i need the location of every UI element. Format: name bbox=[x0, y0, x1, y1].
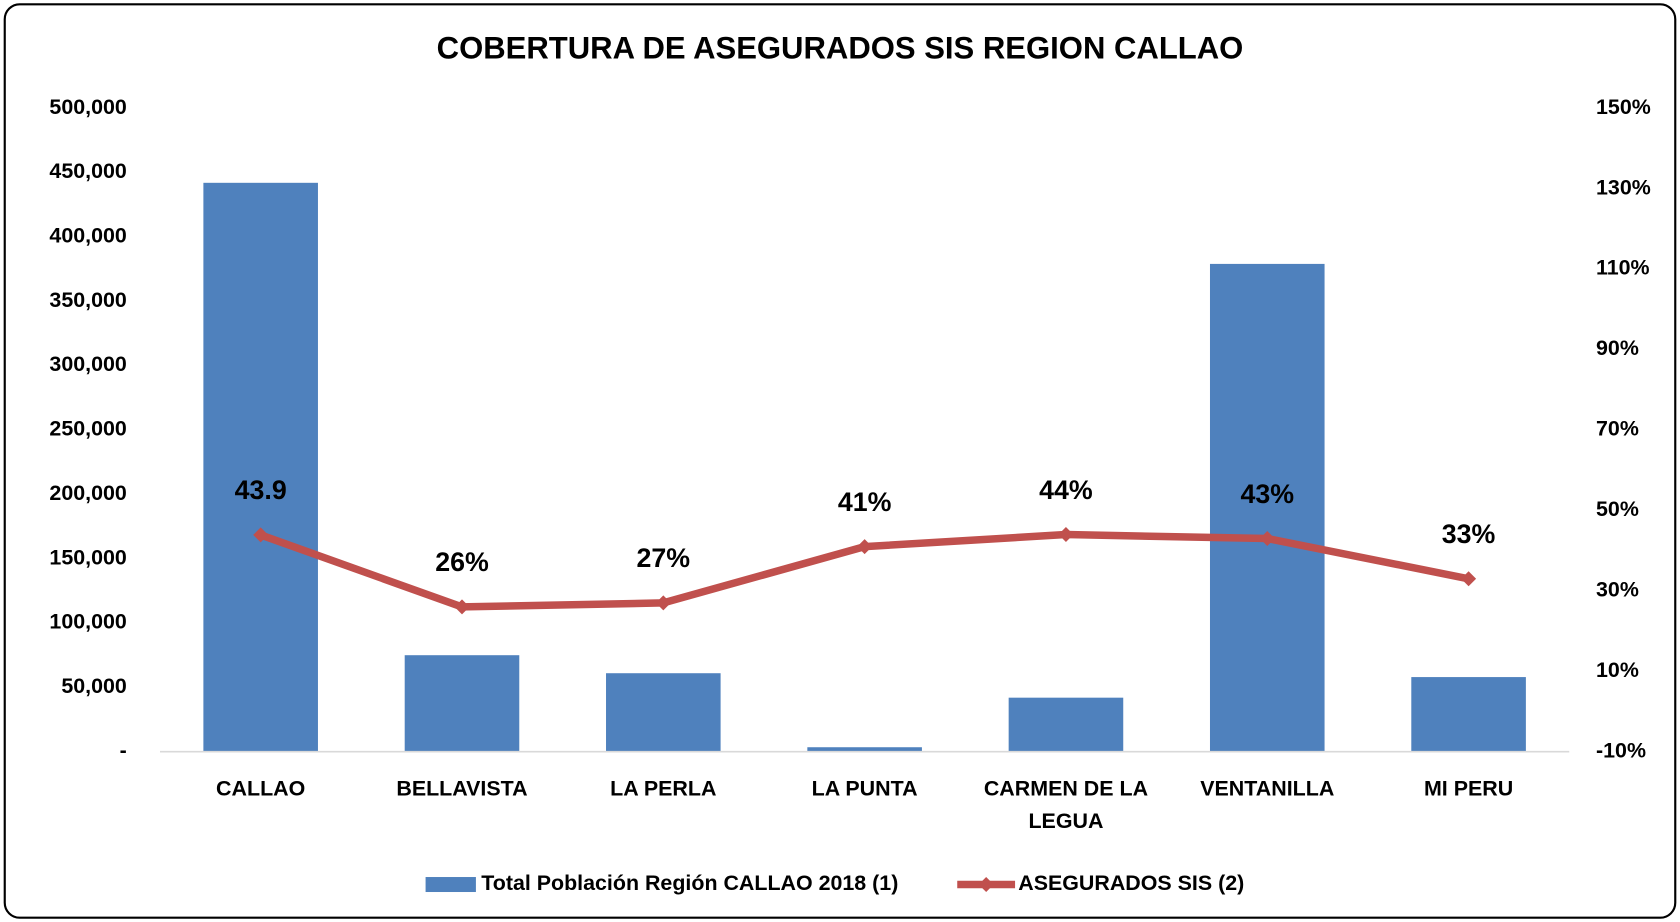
x-label-box: CALLAO bbox=[216, 777, 306, 801]
x-label-box: BELLAVISTA bbox=[396, 777, 528, 801]
line-marker bbox=[253, 527, 269, 543]
data-label: 44% bbox=[1039, 475, 1093, 505]
line-marker bbox=[454, 599, 470, 615]
y-tick-label: 450,000 bbox=[49, 159, 126, 183]
data-label: 43% bbox=[1240, 479, 1294, 509]
legend-swatch bbox=[425, 877, 476, 893]
x-tick-label: CARMEN DE LA LEGUA bbox=[983, 777, 1149, 834]
bar bbox=[1209, 263, 1325, 752]
data-label: 41% bbox=[838, 487, 892, 517]
y2-tick-label: 130% bbox=[1596, 175, 1651, 199]
y-tick-label: 50,000 bbox=[61, 674, 127, 698]
x-label-box: VENTANILLA bbox=[1200, 777, 1335, 801]
y2-tick-label: 50% bbox=[1596, 497, 1639, 521]
y2-tick-label: 110% bbox=[1596, 256, 1650, 280]
y2-tick-label: 150% bbox=[1596, 95, 1651, 119]
y2-tick-label: 30% bbox=[1596, 577, 1639, 601]
y-tick-label: 250,000 bbox=[49, 417, 126, 441]
x-tick-label: CALLAO bbox=[216, 777, 306, 801]
legend-label: ASEGURADOS SIS (2) bbox=[1018, 871, 1244, 895]
x-tick-label: VENTANILLA bbox=[1200, 777, 1335, 801]
y2-tick-label: 10% bbox=[1596, 658, 1639, 682]
x-label-box: LA PERLA bbox=[610, 777, 717, 801]
data-label: 33% bbox=[1442, 519, 1496, 549]
x-tick-label: LA PUNTA bbox=[811, 777, 918, 801]
bar bbox=[1411, 677, 1526, 752]
x-tick-label: BELLAVISTA bbox=[396, 777, 528, 801]
x-tick-label: LA PERLA bbox=[610, 777, 717, 801]
x-label-box: LA PUNTA bbox=[811, 777, 918, 801]
y-tick-label: 200,000 bbox=[49, 481, 126, 505]
data-label: 26% bbox=[435, 547, 489, 577]
data-label: 43.9 bbox=[235, 475, 287, 505]
y2-tick-label: 70% bbox=[1596, 417, 1639, 441]
line-marker bbox=[1461, 571, 1477, 587]
y-tick-label: 300,000 bbox=[49, 352, 126, 376]
legend-marker bbox=[978, 877, 994, 893]
y-tick-label: 500,000 bbox=[49, 95, 126, 119]
y-tick-label: 350,000 bbox=[49, 288, 126, 312]
x-label-box: CARMEN DE LA LEGUA bbox=[983, 777, 1149, 834]
data-label: 27% bbox=[637, 543, 691, 573]
bar bbox=[1008, 697, 1124, 752]
line-marker bbox=[655, 595, 671, 611]
bar bbox=[203, 182, 318, 752]
y-tick-label: 100,000 bbox=[49, 610, 126, 634]
y2-tick-label: -10% bbox=[1596, 738, 1646, 762]
y-tick-label: - bbox=[120, 738, 127, 762]
y-tick-label: 150,000 bbox=[49, 545, 126, 569]
line-marker bbox=[857, 539, 873, 555]
y-tick-label: 400,000 bbox=[49, 224, 126, 248]
x-label-box: MI PERU bbox=[1423, 777, 1514, 801]
y2-tick-label: 90% bbox=[1596, 336, 1639, 360]
chart-title: COBERTURA DE ASEGURADOS SIS REGION CALLA… bbox=[437, 31, 1244, 66]
x-tick-label: MI PERU bbox=[1423, 777, 1514, 801]
bar bbox=[807, 747, 922, 752]
bar bbox=[606, 673, 721, 752]
legend-label: Total Población Región CALLAO 2018 (1) bbox=[481, 871, 898, 895]
bar bbox=[404, 655, 520, 752]
